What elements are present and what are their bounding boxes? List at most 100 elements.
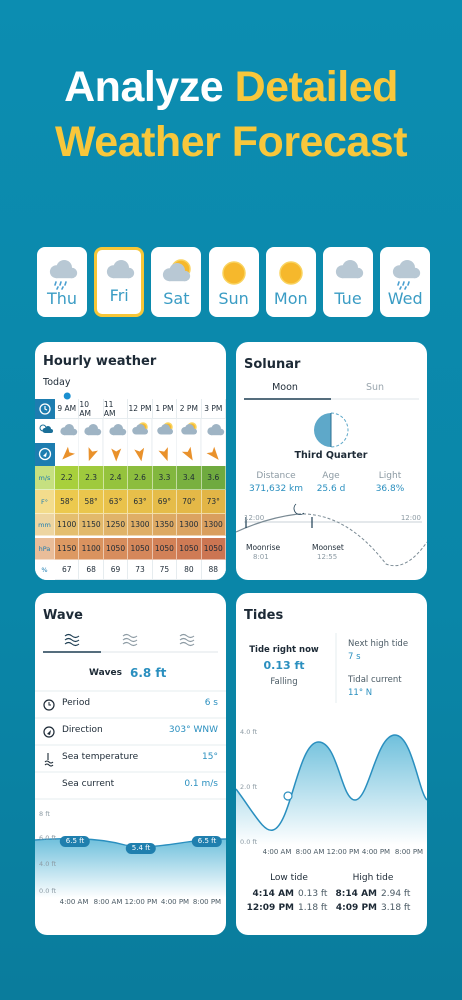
- value-cell: 1050: [128, 538, 153, 560]
- value-cell: 73: [128, 560, 153, 580]
- weather-icon: [49, 260, 78, 290]
- graphic: [136, 430, 146, 435]
- graphic: [35, 838, 226, 898]
- time-cell: 10 AM: [79, 399, 104, 419]
- graphic: [169, 274, 186, 282]
- value-cell: 75: [152, 560, 178, 580]
- weather-icon: [107, 260, 135, 279]
- value-cell: 2.2: [55, 466, 80, 490]
- moon-chart: [236, 503, 427, 567]
- stat-value: 371,632 km: [248, 484, 304, 494]
- graphic: [236, 513, 299, 533]
- graphic: [283, 791, 293, 801]
- row-label: Direction: [62, 725, 103, 735]
- value-cell: 1350: [152, 514, 178, 536]
- row-icon: [35, 419, 55, 443]
- graphic: [59, 281, 62, 286]
- unit-label: %: [35, 560, 55, 580]
- wind-arrow: [134, 443, 153, 466]
- wave-bubble: 5.4 ft: [125, 843, 157, 854]
- time-cell: 9 AM: [55, 399, 80, 419]
- x-axis-label: 8:00 PM: [394, 848, 424, 856]
- headline-part: Detailed: [234, 63, 399, 111]
- low-tide-title: Low tide: [270, 873, 308, 883]
- wind-arrow: [182, 443, 202, 466]
- x-axis-label: 8:00 AM: [295, 848, 325, 856]
- graphic: [158, 447, 168, 462]
- wind-arrow: [62, 443, 80, 466]
- graphic: [134, 447, 145, 462]
- value-cell: 68: [79, 560, 104, 580]
- graphic: [54, 281, 57, 286]
- x-axis-label: 4:00 PM: [160, 898, 190, 906]
- wind-arrow: [206, 443, 226, 466]
- graphic: [64, 633, 80, 647]
- y-axis-label: 4.0 ft: [39, 860, 57, 868]
- y-axis-label: 4.0 ft: [240, 728, 258, 736]
- day-label: Fri: [109, 286, 129, 305]
- value-cell: 3.6: [201, 466, 226, 490]
- time-marker: [63, 392, 71, 400]
- value-cell: 1300: [201, 514, 226, 536]
- value-cell: 3.3: [152, 466, 178, 490]
- wave-chart: [35, 837, 226, 898]
- x-axis-label: 12:00 PM: [124, 898, 158, 906]
- stat-label: Age: [322, 471, 340, 481]
- day-card[interactable]: Thu: [37, 247, 87, 317]
- graphic: [39, 403, 51, 415]
- value-cell: 2.4: [103, 466, 129, 490]
- stat-label: Light: [378, 471, 402, 481]
- tide-now-value: 0.13 ft: [263, 659, 305, 672]
- weather-icon: [335, 260, 364, 279]
- tide-now-label: Tide right now: [249, 645, 319, 655]
- graphic: [47, 730, 51, 735]
- wind-arrow: [111, 443, 129, 466]
- graphic: [402, 281, 405, 286]
- day-card[interactable]: Sat: [151, 247, 202, 317]
- graphic: [179, 633, 195, 639]
- waves-value: 6.8 ft: [130, 666, 167, 680]
- hourly-card: Hourly weather Today 9 AM 10 AM 11 AM 12 PM 1 …: [35, 342, 226, 580]
- graphic: [182, 446, 193, 461]
- value-cell: 1050: [201, 538, 226, 560]
- next-high-label: Next high tide: [348, 639, 409, 649]
- day-card[interactable]: Wed: [380, 247, 431, 317]
- tide-height: 0.13 ft: [298, 889, 328, 899]
- tide-time: 12:09 PM: [246, 903, 294, 913]
- graphic: [43, 699, 55, 711]
- graphic: [163, 263, 191, 282]
- graphic: [399, 286, 402, 290]
- graphic: [44, 406, 48, 411]
- graphic: [56, 271, 72, 279]
- day-card[interactable]: Fri: [94, 247, 145, 317]
- time-cell: 1 PM: [152, 399, 178, 419]
- wave-tabs: [43, 633, 218, 653]
- card-subtitle: Today: [43, 377, 71, 388]
- event-label: Moonset: [312, 543, 344, 552]
- row-icon: [35, 399, 55, 419]
- high-tide-title: High tide: [352, 873, 394, 883]
- day-card[interactable]: Tue: [323, 247, 373, 317]
- next-high-value: 7 s: [348, 652, 361, 662]
- headline: Weather Forecast: [54, 118, 408, 166]
- graphic: [182, 446, 193, 461]
- row-value: 303° WNW: [168, 725, 218, 735]
- y-axis-label: 2.0 ft: [240, 783, 258, 791]
- row-label: Sea current: [62, 779, 115, 789]
- day-card[interactable]: Mon: [265, 247, 316, 317]
- graphic: [134, 447, 145, 462]
- value-cell: 1250: [103, 514, 129, 536]
- sky-icon: [206, 419, 226, 443]
- graphic: [206, 424, 224, 436]
- graphic: [314, 413, 331, 447]
- day-label: Sun: [218, 289, 249, 308]
- day-card[interactable]: Sun: [208, 247, 259, 317]
- tab: Moon: [272, 382, 298, 393]
- row-label: Period: [62, 698, 91, 708]
- graphic: [62, 446, 75, 460]
- graphic: [111, 448, 122, 462]
- divider: [335, 633, 337, 703]
- graphic: [335, 260, 364, 279]
- value-cell: 73°: [201, 490, 226, 514]
